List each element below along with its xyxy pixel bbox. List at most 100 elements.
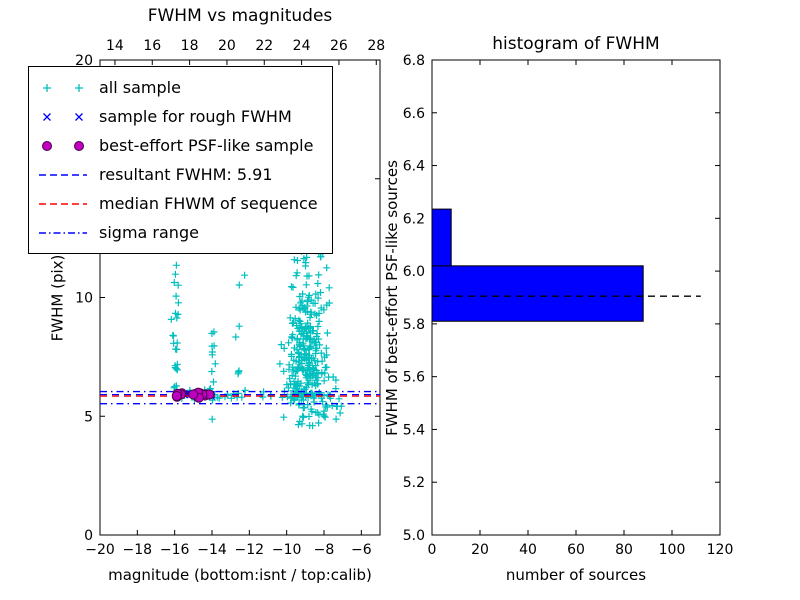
- scatter-point-plus: [289, 331, 297, 339]
- scatter-point-plus: [235, 367, 243, 375]
- scatter-point-plus: [336, 409, 344, 417]
- scatter-point-plus: [302, 350, 310, 358]
- right-plot-ylabel: FWHM of best-effort PSF-like sources: [383, 159, 401, 436]
- scatter-point-plus: [288, 283, 295, 291]
- scatter-point-plus: [315, 317, 323, 325]
- left-plot-ylabel: FWHM (pix): [48, 254, 66, 341]
- scatter-point-plus: [318, 357, 326, 365]
- histogram-bar: [431, 208, 452, 267]
- scatter-point-plus: [299, 404, 307, 412]
- scatter-point-plus: [306, 314, 314, 321]
- scatter-point-plus: [323, 363, 331, 371]
- scatter-point-plus: [294, 421, 302, 429]
- scatter-point-plus: [303, 253, 311, 261]
- legend-swatch-plus: [43, 83, 83, 92]
- circle-icon: [42, 140, 52, 151]
- scatter-point-plus: [317, 289, 324, 296]
- tick-label: 28: [367, 38, 385, 54]
- scatter-point-plus: [314, 323, 322, 330]
- scatter-point-plus: [277, 341, 285, 349]
- scatter-point-plus: [322, 344, 330, 352]
- scatter-point-plus: [317, 253, 324, 261]
- scatter-point-plus: [304, 401, 312, 409]
- scatter-point-plus: [304, 364, 312, 372]
- legend-label: resultant FWHM: 5.91: [99, 165, 273, 184]
- scatter-point-plus: [304, 379, 312, 387]
- scatter-point-plus: [323, 329, 331, 337]
- scatter-point-plus: [301, 353, 309, 361]
- scatter-point-plus: [208, 368, 216, 375]
- scatter-point-plus: [294, 377, 302, 385]
- tick-label: 18: [181, 38, 199, 54]
- scatter-point-plus: [172, 292, 180, 300]
- legend-swatch-dashdot: [39, 231, 87, 234]
- left-plot-x-top-axis: 14 16 18 20 22 24 26 28: [106, 38, 385, 65]
- scatter-point-plus: [300, 345, 308, 352]
- scatter-point-plus: [232, 333, 240, 341]
- scatter-point-plus: [314, 294, 322, 302]
- scatter-point-plus: [174, 281, 182, 289]
- tick-label: 0: [84, 528, 93, 544]
- scatter-point-plus: [172, 261, 180, 269]
- tick-label: 5.8: [403, 317, 425, 333]
- legend-item-2: best-effort PSF-like sample: [37, 131, 318, 160]
- scatter-point-plus: [316, 341, 324, 349]
- scatter-point-plus: [312, 290, 320, 298]
- legend-item-4: median FHWM of sequence: [37, 189, 318, 218]
- scatter-point-plus: [210, 342, 218, 350]
- scatter-point-plus: [326, 391, 334, 399]
- scatter-point-plus: [295, 350, 303, 358]
- tick-label: −20: [85, 542, 115, 558]
- scatter-point-plus: [302, 324, 309, 332]
- tick-label: −6: [351, 542, 372, 558]
- scatter-point-plus: [235, 322, 243, 330]
- scatter-point-plus: [323, 351, 331, 359]
- scatter-point-plus: [298, 420, 306, 428]
- histogram-bar: [431, 265, 644, 322]
- scatter-point-plus: [286, 314, 294, 322]
- scatter-point-plus: [308, 408, 316, 415]
- tick-label: 20: [471, 542, 489, 558]
- scatter-point-plus: [311, 338, 319, 346]
- scatter-point-plus: [289, 283, 297, 291]
- legend-item-1: sample for rough FWHM: [37, 102, 318, 131]
- legend-item-5: sigma range: [37, 218, 318, 247]
- scatter-point-plus: [311, 299, 319, 307]
- scatter-point-plus: [208, 348, 216, 356]
- scatter-point-plus: [315, 271, 323, 279]
- tick-label: 6.2: [403, 211, 425, 227]
- scatter-point-plus: [304, 296, 312, 304]
- right-plot-xlabel: number of sources: [505, 566, 647, 584]
- scatter-point-plus: [293, 269, 301, 277]
- scatter-point-plus: [295, 327, 303, 335]
- scatter-point-plus: [285, 384, 292, 392]
- scatter-point-plus: [295, 316, 303, 324]
- tick-label: −12: [235, 542, 265, 558]
- tick-label: 10: [75, 291, 93, 307]
- scatter-point-plus: [315, 411, 323, 419]
- right-plot-title: histogram of FWHM: [492, 34, 660, 54]
- scatter-point-plus: [283, 381, 291, 389]
- scatter-point-plus: [287, 350, 295, 358]
- scatter-point-plus: [313, 374, 321, 381]
- scatter-point-plus: [208, 415, 216, 423]
- series-best-effort-psf-like-sample: [171, 387, 215, 403]
- scatter-point-plus: [280, 413, 288, 421]
- legend-label: sample for rough FWHM: [99, 107, 292, 126]
- scatter-point-plus: [292, 303, 300, 311]
- tick-label: −8: [314, 542, 335, 558]
- tick-label: 22: [255, 38, 273, 54]
- scatter-point-plus: [285, 339, 293, 347]
- tick-label: 16: [143, 38, 161, 54]
- legend-swatch-circle: [42, 140, 84, 151]
- scatter-point-plus: [285, 365, 293, 373]
- left-plot-title: FWHM vs magnitudes: [147, 6, 333, 26]
- scatter-point-plus: [302, 383, 310, 391]
- scatter-point-plus: [172, 382, 180, 390]
- scatter-point-plus: [323, 403, 331, 411]
- scatter-point-plus: [286, 375, 294, 383]
- x-icon: [43, 112, 51, 121]
- scatter-point-plus: [306, 365, 314, 373]
- tick-label: 6.0: [403, 264, 425, 280]
